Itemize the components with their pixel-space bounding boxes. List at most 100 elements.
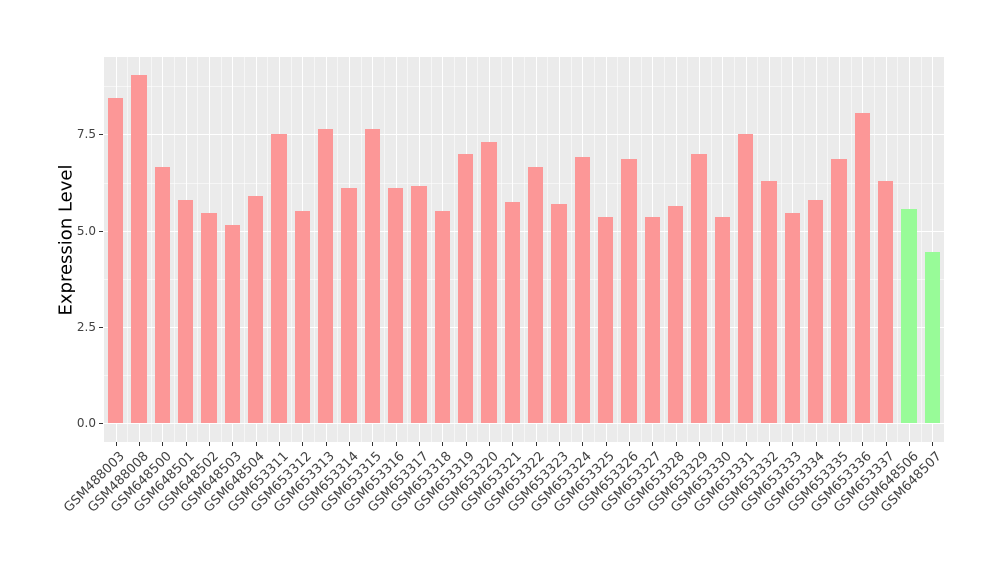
x-tick-mark	[302, 442, 304, 446]
bar	[341, 188, 357, 424]
minor-gridline-vertical	[127, 57, 129, 442]
x-tick-mark	[162, 442, 164, 446]
minor-gridline-vertical	[570, 57, 572, 442]
minor-gridline-vertical	[920, 57, 922, 442]
bar	[387, 188, 404, 424]
bar	[761, 180, 777, 424]
minor-gridline-vertical	[734, 57, 735, 442]
major-gridline-horizontal	[104, 230, 944, 232]
x-tick-mark	[699, 442, 700, 446]
x-tick-mark	[629, 442, 630, 446]
y-tick-mark	[99, 423, 103, 425]
bar	[667, 205, 684, 424]
bar	[411, 186, 427, 424]
bar	[877, 180, 894, 424]
bar	[457, 153, 474, 424]
bar	[691, 153, 707, 424]
minor-gridline-vertical	[337, 57, 339, 442]
bar	[714, 217, 731, 424]
minor-gridline-vertical	[524, 57, 525, 442]
x-tick-mark	[419, 442, 420, 446]
minor-gridline-vertical	[687, 57, 689, 442]
y-tick-label: 7.5	[76, 127, 96, 142]
bar	[177, 199, 194, 424]
minor-gridline-vertical	[220, 57, 222, 442]
y-tick-mark	[99, 326, 103, 328]
minor-gridline-vertical	[594, 57, 595, 442]
y-tick-label: 2.5	[76, 319, 96, 334]
minor-gridline-vertical	[757, 57, 759, 442]
x-tick-mark	[792, 442, 794, 446]
y-axis-title: Expression Level	[55, 164, 77, 315]
minor-gridline-vertical	[500, 57, 502, 442]
bar	[597, 217, 614, 424]
bar	[224, 224, 241, 424]
minor-gridline-vertical	[174, 57, 175, 442]
bar	[574, 157, 591, 424]
x-tick-mark	[232, 442, 234, 446]
x-tick-mark	[139, 442, 140, 446]
minor-gridline-vertical	[197, 57, 199, 442]
x-tick-mark	[885, 442, 887, 446]
minor-gridline-vertical	[314, 57, 315, 442]
bar	[737, 134, 754, 424]
minor-gridline-vertical	[710, 57, 712, 442]
x-tick-mark	[652, 442, 654, 446]
x-tick-mark	[395, 442, 397, 446]
x-tick-mark	[349, 442, 350, 446]
x-tick-mark	[839, 442, 840, 446]
minor-gridline-vertical	[874, 57, 875, 442]
minor-gridline-vertical	[850, 57, 852, 442]
x-tick-mark	[932, 442, 934, 446]
bar	[644, 217, 661, 424]
major-gridline-vertical	[932, 57, 934, 442]
minor-gridline-vertical	[454, 57, 455, 442]
x-tick-mark	[535, 442, 537, 446]
bar	[831, 159, 847, 424]
x-tick-mark	[745, 442, 747, 446]
bar	[621, 159, 637, 424]
bar	[364, 128, 381, 424]
bar	[317, 128, 334, 424]
x-tick-mark	[722, 442, 724, 446]
minor-gridline-vertical	[477, 57, 479, 442]
y-tick-mark	[99, 134, 103, 136]
minor-gridline-vertical	[617, 57, 619, 442]
x-tick-mark	[675, 442, 677, 446]
x-tick-mark	[255, 442, 257, 446]
major-gridline-horizontal	[104, 326, 944, 328]
bar	[481, 142, 497, 424]
major-gridline-horizontal	[104, 423, 944, 425]
bar	[527, 167, 544, 424]
x-tick-mark	[372, 442, 374, 446]
minor-gridline-vertical	[150, 57, 152, 442]
x-tick-mark	[185, 442, 187, 446]
minor-gridline-vertical	[547, 57, 549, 442]
bar	[271, 134, 287, 424]
bar	[504, 201, 521, 424]
x-tick-mark	[115, 442, 117, 446]
bar	[294, 211, 311, 424]
x-tick-mark	[279, 442, 280, 446]
x-tick-mark	[559, 442, 560, 446]
bar	[434, 211, 451, 424]
x-tick-mark	[769, 442, 770, 446]
y-tick-label: 5.0	[76, 223, 96, 238]
x-tick-mark	[582, 442, 584, 446]
y-tick-label: 0.0	[76, 416, 96, 431]
y-tick-mark	[99, 230, 103, 232]
minor-gridline-vertical	[407, 57, 409, 442]
minor-gridline-vertical	[827, 57, 829, 442]
minor-gridline-vertical	[897, 57, 899, 442]
x-tick-mark	[465, 442, 467, 446]
bar	[201, 213, 217, 424]
plot-panel	[104, 57, 944, 442]
minor-gridline-vertical	[780, 57, 782, 442]
bar-highlighted	[924, 251, 941, 424]
x-tick-mark	[442, 442, 444, 446]
bar	[131, 74, 147, 424]
minor-gridline-vertical	[244, 57, 245, 442]
major-gridline-horizontal	[104, 134, 944, 136]
bar-highlighted	[901, 209, 917, 424]
